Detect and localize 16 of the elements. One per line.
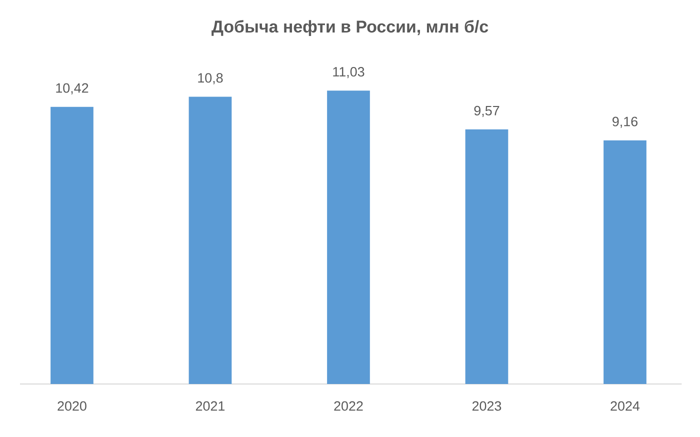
- data-label: 9,16: [612, 116, 638, 128]
- bar: [50, 106, 94, 384]
- bar: [465, 129, 508, 384]
- x-tick-label: 2023: [472, 401, 502, 411]
- data-label: 10,42: [56, 83, 88, 94]
- data-label: 9,57: [474, 106, 500, 117]
- x-tick-label: 2021: [196, 401, 225, 411]
- x-tick-label: 2024: [610, 401, 640, 411]
- data-label: 11,03: [333, 67, 364, 78]
- bar: [604, 140, 646, 384]
- bar: [188, 96, 232, 384]
- x-tick-label: 2022: [334, 401, 363, 411]
- bar: [327, 90, 370, 384]
- chart-title: Добыча нефти в России, млн б/с: [212, 20, 488, 36]
- x-tick-label: 2020: [58, 401, 86, 411]
- data-label: 10,8: [198, 73, 223, 84]
